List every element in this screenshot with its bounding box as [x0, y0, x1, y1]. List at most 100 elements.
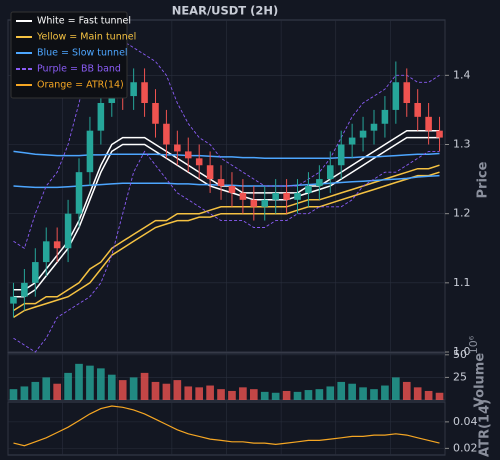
volume-bar [173, 380, 182, 400]
candle-body [141, 82, 148, 103]
legend-label: Yellow = Main tunnel [36, 32, 136, 43]
volume-bar [86, 365, 94, 400]
candle-body [75, 172, 83, 214]
candle-body [316, 179, 323, 186]
candle-body [272, 192, 279, 200]
candle-body [327, 165, 334, 180]
volume-bar [337, 381, 346, 400]
volume-bar [151, 381, 160, 400]
chart-title: NEAR/USDT (2H) [172, 4, 279, 18]
y-tick-label: 0.04 [453, 415, 478, 428]
legend-label: White = Fast tunnel [37, 16, 131, 27]
y-tick-label: 0.02 [453, 441, 478, 454]
volume-bar [249, 389, 258, 400]
volume-bar [42, 377, 51, 400]
volume-bar [271, 392, 280, 400]
volume-bar [228, 390, 236, 400]
candle-body [206, 165, 214, 180]
candle-body [250, 199, 258, 207]
volume-bar [381, 385, 389, 400]
candle-body [392, 82, 400, 110]
y-tick-label: 50 [453, 348, 467, 361]
volume-bar [282, 390, 291, 400]
volume-bar [402, 381, 411, 400]
candle-body [425, 116, 432, 131]
candle-body [21, 282, 28, 297]
candle-body [283, 192, 290, 200]
candle-body [436, 130, 443, 138]
volume-bar [359, 387, 367, 400]
volume-bar [370, 389, 378, 400]
legend-box [10, 11, 128, 99]
y-tick-label: 1.4 [453, 68, 471, 81]
y-tick-label: 1.0 [453, 345, 471, 358]
overlay-line [13, 136, 440, 298]
candle-body [184, 151, 192, 159]
volume-bar [64, 372, 72, 400]
volume-bar [392, 377, 400, 400]
volume-bar [53, 383, 61, 400]
candle-body [64, 213, 72, 249]
volume-bar [9, 389, 18, 400]
volume-bar [293, 391, 302, 400]
volume-bar [326, 386, 335, 400]
candle-body [152, 103, 159, 124]
y-tick-label: 1.2 [453, 207, 471, 220]
candle-body [261, 199, 269, 207]
volume-bar [31, 381, 40, 400]
overlay-line [13, 174, 440, 189]
volume-bar [162, 383, 171, 400]
candle-body [359, 130, 367, 138]
candle-body [10, 296, 17, 304]
volume-bar [195, 387, 204, 400]
volume-bar [107, 374, 116, 400]
legend-label: Purple = BB band [37, 64, 121, 75]
candle-body [337, 144, 345, 166]
y-tick-label: 1.3 [453, 138, 471, 151]
legend-label: Orange = ATR(14) [37, 80, 124, 91]
candle-body [32, 262, 39, 283]
volume-bar [304, 390, 313, 400]
legend-label: Blue = Slow tunnel [37, 48, 128, 59]
volume-bar [413, 387, 422, 400]
volume-bar [239, 387, 247, 400]
volume-bar [118, 380, 127, 400]
y-axis-label: ATR(14) [478, 399, 493, 457]
volume-bar [217, 389, 225, 400]
candle-body [239, 192, 247, 200]
candle-body [163, 123, 170, 145]
volume-bar [140, 372, 149, 400]
candle-body [86, 130, 94, 173]
atr-line [13, 405, 440, 447]
volume-bar [20, 386, 29, 400]
candle-body [217, 179, 225, 186]
y-tick-label: 1.1 [453, 276, 471, 289]
candle-body [305, 186, 312, 193]
candle-body [381, 109, 389, 124]
overlay-line [13, 164, 440, 312]
volume-bar [129, 377, 138, 400]
y-axis-label: Volume [473, 353, 488, 408]
volume-bar [348, 383, 356, 400]
candle-body [97, 103, 105, 131]
candle-body [403, 82, 411, 103]
volume-bar [424, 390, 433, 400]
volume-bar [97, 368, 105, 400]
candle-body [130, 82, 137, 97]
overlay-line [13, 171, 440, 319]
volume-bar [75, 363, 83, 400]
volume-bar [435, 392, 444, 400]
candle-body [414, 103, 421, 117]
y-tick-label: 25 [453, 370, 467, 383]
volume-bar [206, 385, 214, 400]
candle-body [228, 186, 236, 193]
overlay-line [13, 150, 440, 353]
candle-body [370, 123, 378, 131]
scale-label: 10⁶ [467, 335, 480, 354]
volume-bar [184, 386, 193, 400]
volume-bar [260, 391, 269, 400]
candle-body [53, 241, 61, 249]
candle-body [42, 241, 50, 263]
